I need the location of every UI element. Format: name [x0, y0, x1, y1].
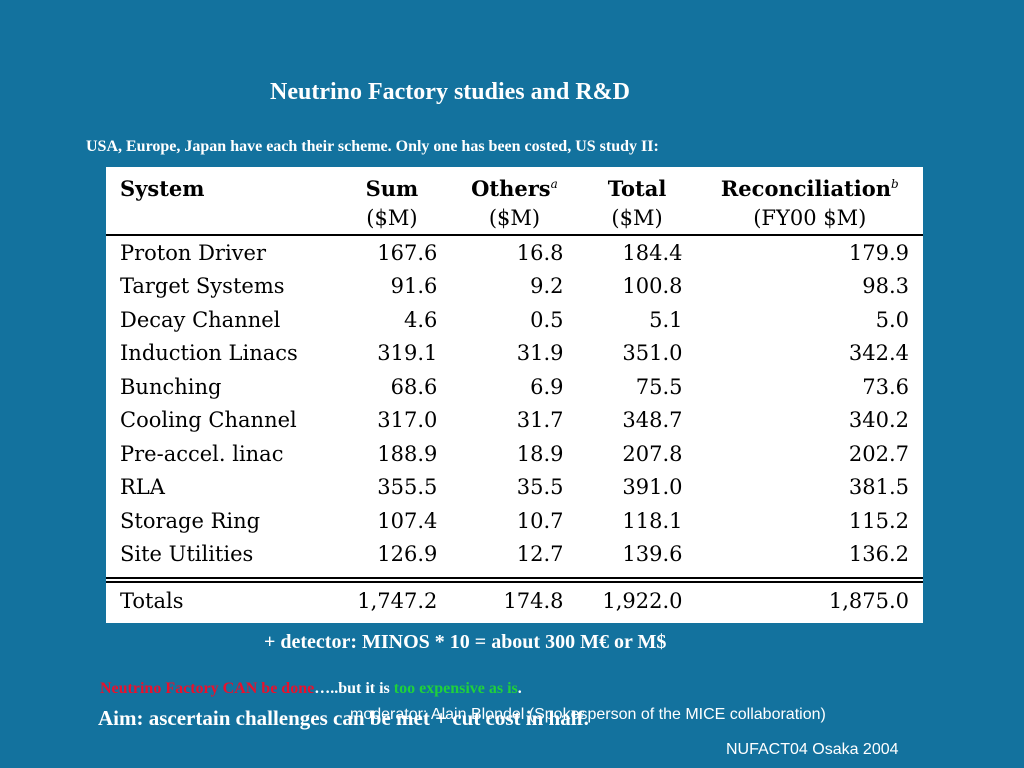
row-value: 118.1 — [622, 508, 683, 533]
conclusion-line: Neutrino Factory CAN be done…..but it is… — [100, 680, 522, 698]
row-system-name: Proton Driver — [120, 240, 267, 265]
row-value: 68.6 — [390, 374, 438, 399]
row-value: 0.5 — [530, 307, 564, 332]
moderator-credit: moderator: Alain Blondel (Spokesperson o… — [350, 706, 826, 723]
totals-reconciliation: 1,875.0 — [828, 589, 909, 613]
row-value: 75.5 — [635, 374, 683, 399]
header-reconciliation: Reconciliationb — [720, 176, 899, 201]
table-row: Cooling Channel 317.0 31.7 348.7 340.2 — [106, 404, 923, 438]
row-value: 351.0 — [622, 341, 683, 366]
table-row: Induction Linacs 319.1 31.9 351.0 342.4 — [106, 337, 923, 371]
table-row: Site Utilities 126.9 12.7 139.6 136.2 — [106, 538, 923, 581]
row-value: 6.9 — [530, 374, 564, 399]
totals-sum: 1,747.2 — [357, 589, 438, 613]
row-system-name: Site Utilities — [120, 542, 254, 567]
conference-footer: NUFACT04 Osaka 2004 — [726, 741, 899, 758]
row-value: 5.0 — [875, 307, 909, 332]
row-value: 12.7 — [516, 542, 564, 567]
totals-row: Totals 1,747.2 174.8 1,922.0 1,875.0 — [106, 580, 923, 619]
row-value: 202.7 — [848, 441, 909, 466]
totals-total: 1,922.0 — [602, 589, 683, 613]
table-row: RLA 355.5 35.5 391.0 381.5 — [106, 471, 923, 505]
table-row: Pre-accel. linac 188.9 18.9 207.8 202.7 — [106, 437, 923, 471]
row-value: 9.2 — [530, 274, 564, 299]
intro-text: USA, Europe, Japan have each their schem… — [86, 138, 659, 155]
row-value: 31.9 — [516, 341, 564, 366]
row-value: 207.8 — [622, 441, 683, 466]
row-value: 179.9 — [848, 240, 909, 265]
row-value: 31.7 — [516, 408, 564, 433]
row-value: 73.6 — [862, 374, 909, 399]
table-row: Decay Channel 4.6 0.5 5.1 5.0 — [106, 303, 923, 337]
conclusion-red: Neutrino Factory CAN be done — [100, 680, 315, 697]
row-value: 355.5 — [377, 475, 438, 500]
row-system-name: Induction Linacs — [120, 341, 298, 366]
row-value: 136.2 — [848, 542, 909, 567]
row-system-name: Bunching — [120, 374, 222, 399]
header-total: Total — [607, 176, 667, 201]
row-value: 348.7 — [622, 408, 683, 433]
row-value: 184.4 — [622, 240, 683, 265]
footnote-marker-a: a — [550, 177, 558, 191]
row-value: 391.0 — [622, 475, 683, 500]
row-value: 139.6 — [622, 542, 683, 567]
row-value: 340.2 — [848, 408, 909, 433]
header-others: Othersa — [471, 176, 558, 201]
aim-line: Aim: ascertain challenges can be met + c… — [98, 706, 589, 730]
unit-sum: ($M) — [366, 205, 418, 230]
table-row: Bunching 68.6 6.9 75.5 73.6 — [106, 370, 923, 404]
slide-title: Neutrino Factory studies and R&D — [270, 79, 630, 105]
row-value: 319.1 — [377, 341, 438, 366]
totals-label: Totals — [120, 589, 184, 613]
row-value: 4.6 — [403, 307, 438, 332]
cost-table-box: System Sum Othersa Total Reconciliationb… — [106, 167, 923, 623]
cost-table: System Sum Othersa Total Reconciliationb… — [106, 167, 923, 619]
row-system-name: Target Systems — [120, 274, 285, 299]
unit-others: ($M) — [488, 205, 541, 230]
conclusion-white: …..but it is — [314, 680, 394, 697]
unit-total: ($M) — [611, 205, 663, 230]
row-system-name: RLA — [120, 475, 165, 500]
footnote-marker-b: b — [891, 177, 899, 191]
unit-system — [106, 201, 332, 235]
row-value: 126.9 — [377, 542, 438, 567]
row-value: 98.3 — [862, 274, 909, 299]
row-value: 5.1 — [649, 307, 683, 332]
row-value: 115.2 — [848, 508, 909, 533]
row-system-name: Decay Channel — [120, 307, 281, 332]
row-value: 167.6 — [377, 240, 438, 265]
detector-line: + detector: MINOS * 10 = about 300 M€ or… — [264, 631, 667, 653]
header-sum: Sum — [365, 176, 419, 201]
row-value: 100.8 — [622, 274, 683, 299]
row-value: 107.4 — [377, 508, 438, 533]
row-system-name: Storage Ring — [120, 508, 261, 533]
row-value: 35.5 — [516, 475, 564, 500]
table-body: Proton Driver 167.6 16.8 184.4 179.9 Target S… — [106, 235, 923, 580]
header-system: System — [120, 176, 205, 201]
conclusion-green: too expensive as is — [393, 680, 518, 697]
row-value: 16.8 — [516, 240, 564, 265]
unit-reconciliation: (FY00 $M) — [753, 205, 867, 230]
totals-others: 174.8 — [503, 589, 564, 613]
table-row: Proton Driver 167.6 16.8 184.4 179.9 — [106, 235, 923, 270]
row-value: 188.9 — [377, 441, 438, 466]
row-system-name: Cooling Channel — [120, 408, 297, 433]
table-row: Storage Ring 107.4 10.7 118.1 115.2 — [106, 504, 923, 538]
row-value: 18.9 — [516, 441, 564, 466]
row-value: 317.0 — [377, 408, 438, 433]
row-value: 342.4 — [848, 341, 909, 366]
row-value: 10.7 — [516, 508, 564, 533]
row-value: 91.6 — [390, 274, 438, 299]
table-row: Target Systems 91.6 9.2 100.8 98.3 — [106, 270, 923, 304]
row-value: 381.5 — [848, 475, 909, 500]
conclusion-end: . — [517, 680, 522, 697]
row-system-name: Pre-accel. linac — [120, 441, 284, 466]
